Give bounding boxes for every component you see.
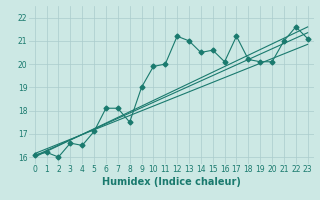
- X-axis label: Humidex (Indice chaleur): Humidex (Indice chaleur): [102, 177, 241, 187]
